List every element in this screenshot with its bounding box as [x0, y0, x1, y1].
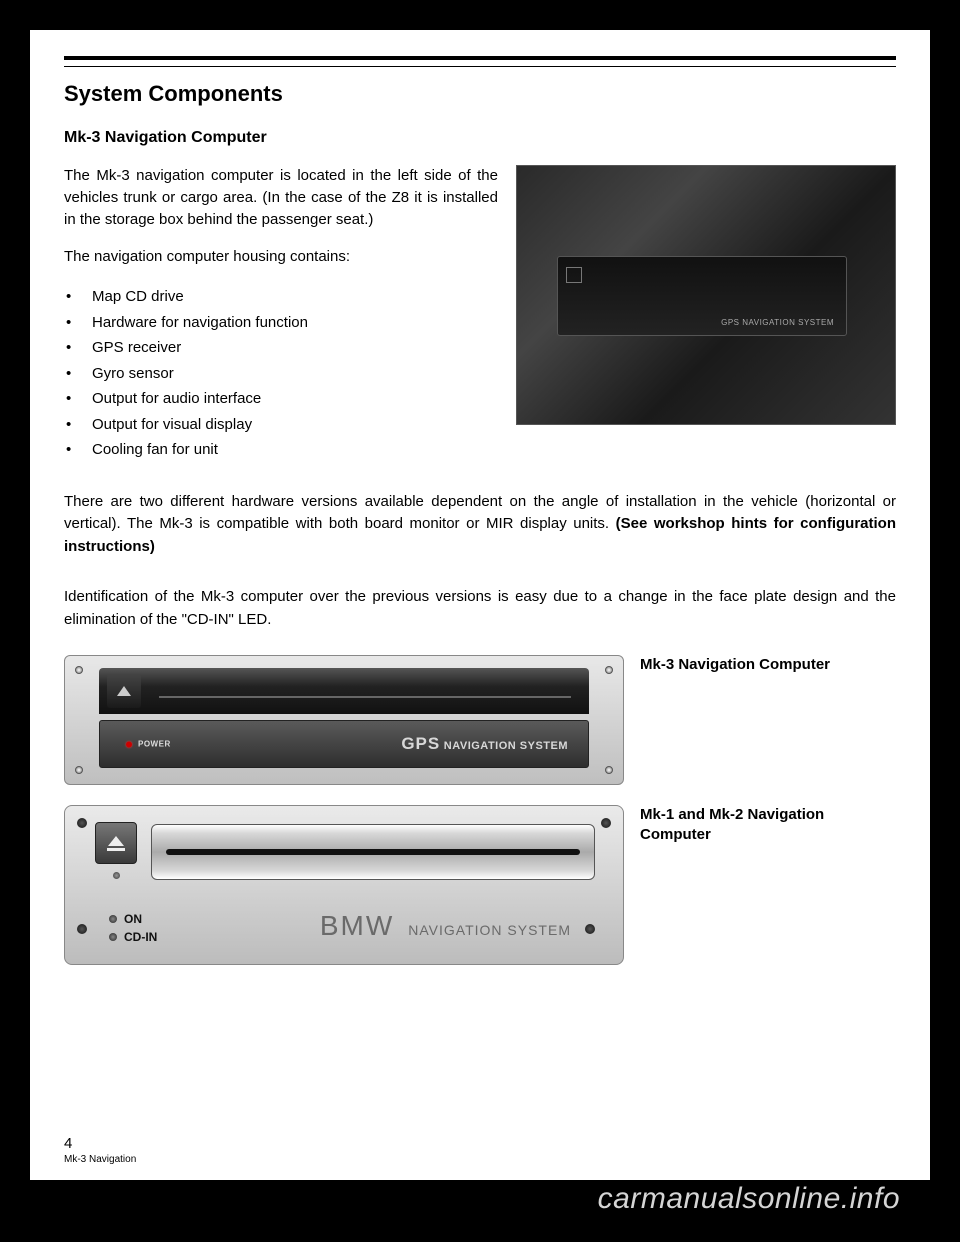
power-label: POWER — [138, 740, 171, 749]
doc-title: Mk-3 Navigation — [64, 1153, 136, 1166]
status-led-icon — [113, 872, 120, 879]
body-p2: Identification of the Mk-3 computer over… — [64, 586, 896, 631]
page-inner: System Components Mk-3 Navigation Comput… — [30, 30, 930, 1180]
watermark: carmanualsonline.info — [30, 1180, 930, 1222]
bullet-list: Map CD drive Hardware for navigation fun… — [64, 284, 498, 463]
mk12-label: Mk-1 and Mk-2 Navigation Computer — [640, 805, 850, 846]
mk3-cd-bezel — [99, 668, 589, 714]
mk12-row: ON CD-IN BMW NAVIGATION SYSTEM Mk-1 and … — [64, 805, 896, 965]
mk12-device: ON CD-IN BMW NAVIGATION SYSTEM — [64, 805, 624, 965]
screw-icon — [605, 666, 613, 674]
status-labels: ON CD-IN — [109, 910, 157, 946]
bullet-item: Output for visual display — [64, 412, 498, 438]
screw-icon — [585, 924, 595, 934]
trunk-photo: GPS NAVIGATION SYSTEM — [516, 165, 896, 425]
photo-nav-unit: GPS NAVIGATION SYSTEM — [557, 256, 847, 336]
bullet-item: GPS receiver — [64, 335, 498, 361]
cd-slot — [151, 824, 595, 880]
gps-text-small: NAVIGATION SYSTEM — [440, 740, 568, 752]
system-text: NAVIGATION SYSTEM — [408, 922, 571, 938]
eject-button[interactable] — [107, 674, 141, 708]
on-led-icon — [109, 915, 117, 923]
power-led-icon — [126, 741, 132, 747]
cdin-led-icon — [109, 933, 117, 941]
page-number: 4 — [64, 1134, 136, 1154]
bullet-item: Cooling fan for unit — [64, 437, 498, 463]
mk3-device: POWER GPS NAVIGATION SYSTEM — [64, 655, 624, 785]
bullet-item: Output for audio interface — [64, 386, 498, 412]
intro-row: The Mk-3 navigation computer is located … — [64, 165, 896, 481]
cdin-label: CD-IN — [124, 928, 157, 946]
screw-icon — [601, 818, 611, 828]
gps-text-big: GPS — [401, 734, 440, 753]
mk3-row: POWER GPS NAVIGATION SYSTEM Mk-3 Navigat… — [64, 655, 896, 785]
screw-icon — [75, 766, 83, 774]
eject-button[interactable] — [95, 822, 137, 864]
bullet-item: Gyro sensor — [64, 361, 498, 387]
eject-bar-icon — [107, 848, 125, 851]
page-footer: 4 Mk-3 Navigation — [64, 1134, 136, 1167]
on-indicator: ON — [109, 910, 157, 928]
photo-unit-label: GPS NAVIGATION SYSTEM — [721, 318, 834, 327]
screw-icon — [77, 818, 87, 828]
intro-p1: The Mk-3 navigation computer is located … — [64, 165, 498, 230]
on-label: ON — [124, 910, 142, 928]
bmw-text: BMW — [320, 910, 394, 942]
bmw-branding: BMW NAVIGATION SYSTEM — [320, 910, 571, 942]
eject-icon — [108, 836, 124, 846]
gps-branding: GPS NAVIGATION SYSTEM — [401, 734, 568, 754]
screw-icon — [77, 924, 87, 934]
intro-p2: The navigation computer housing contains… — [64, 246, 498, 268]
bullet-item: Map CD drive — [64, 284, 498, 310]
bullet-item: Hardware for navigation function — [64, 310, 498, 336]
screw-icon — [75, 666, 83, 674]
rule-thick — [64, 56, 896, 60]
power-indicator: POWER — [126, 740, 171, 749]
page-outer: System Components Mk-3 Navigation Comput… — [0, 0, 960, 1230]
screw-icon — [605, 766, 613, 774]
intro-text: The Mk-3 navigation computer is located … — [64, 165, 498, 481]
mk3-label: Mk-3 Navigation Computer — [640, 655, 850, 675]
mk3-face-panel: POWER GPS NAVIGATION SYSTEM — [99, 720, 589, 768]
rule-thin — [64, 66, 896, 67]
sub-title: Mk-3 Navigation Computer — [64, 129, 896, 147]
section-title: System Components — [64, 81, 896, 107]
eject-icon — [117, 686, 131, 696]
body-p1: There are two different hardware version… — [64, 491, 896, 559]
cd-slot — [159, 696, 571, 698]
cdin-indicator: CD-IN — [109, 928, 157, 946]
